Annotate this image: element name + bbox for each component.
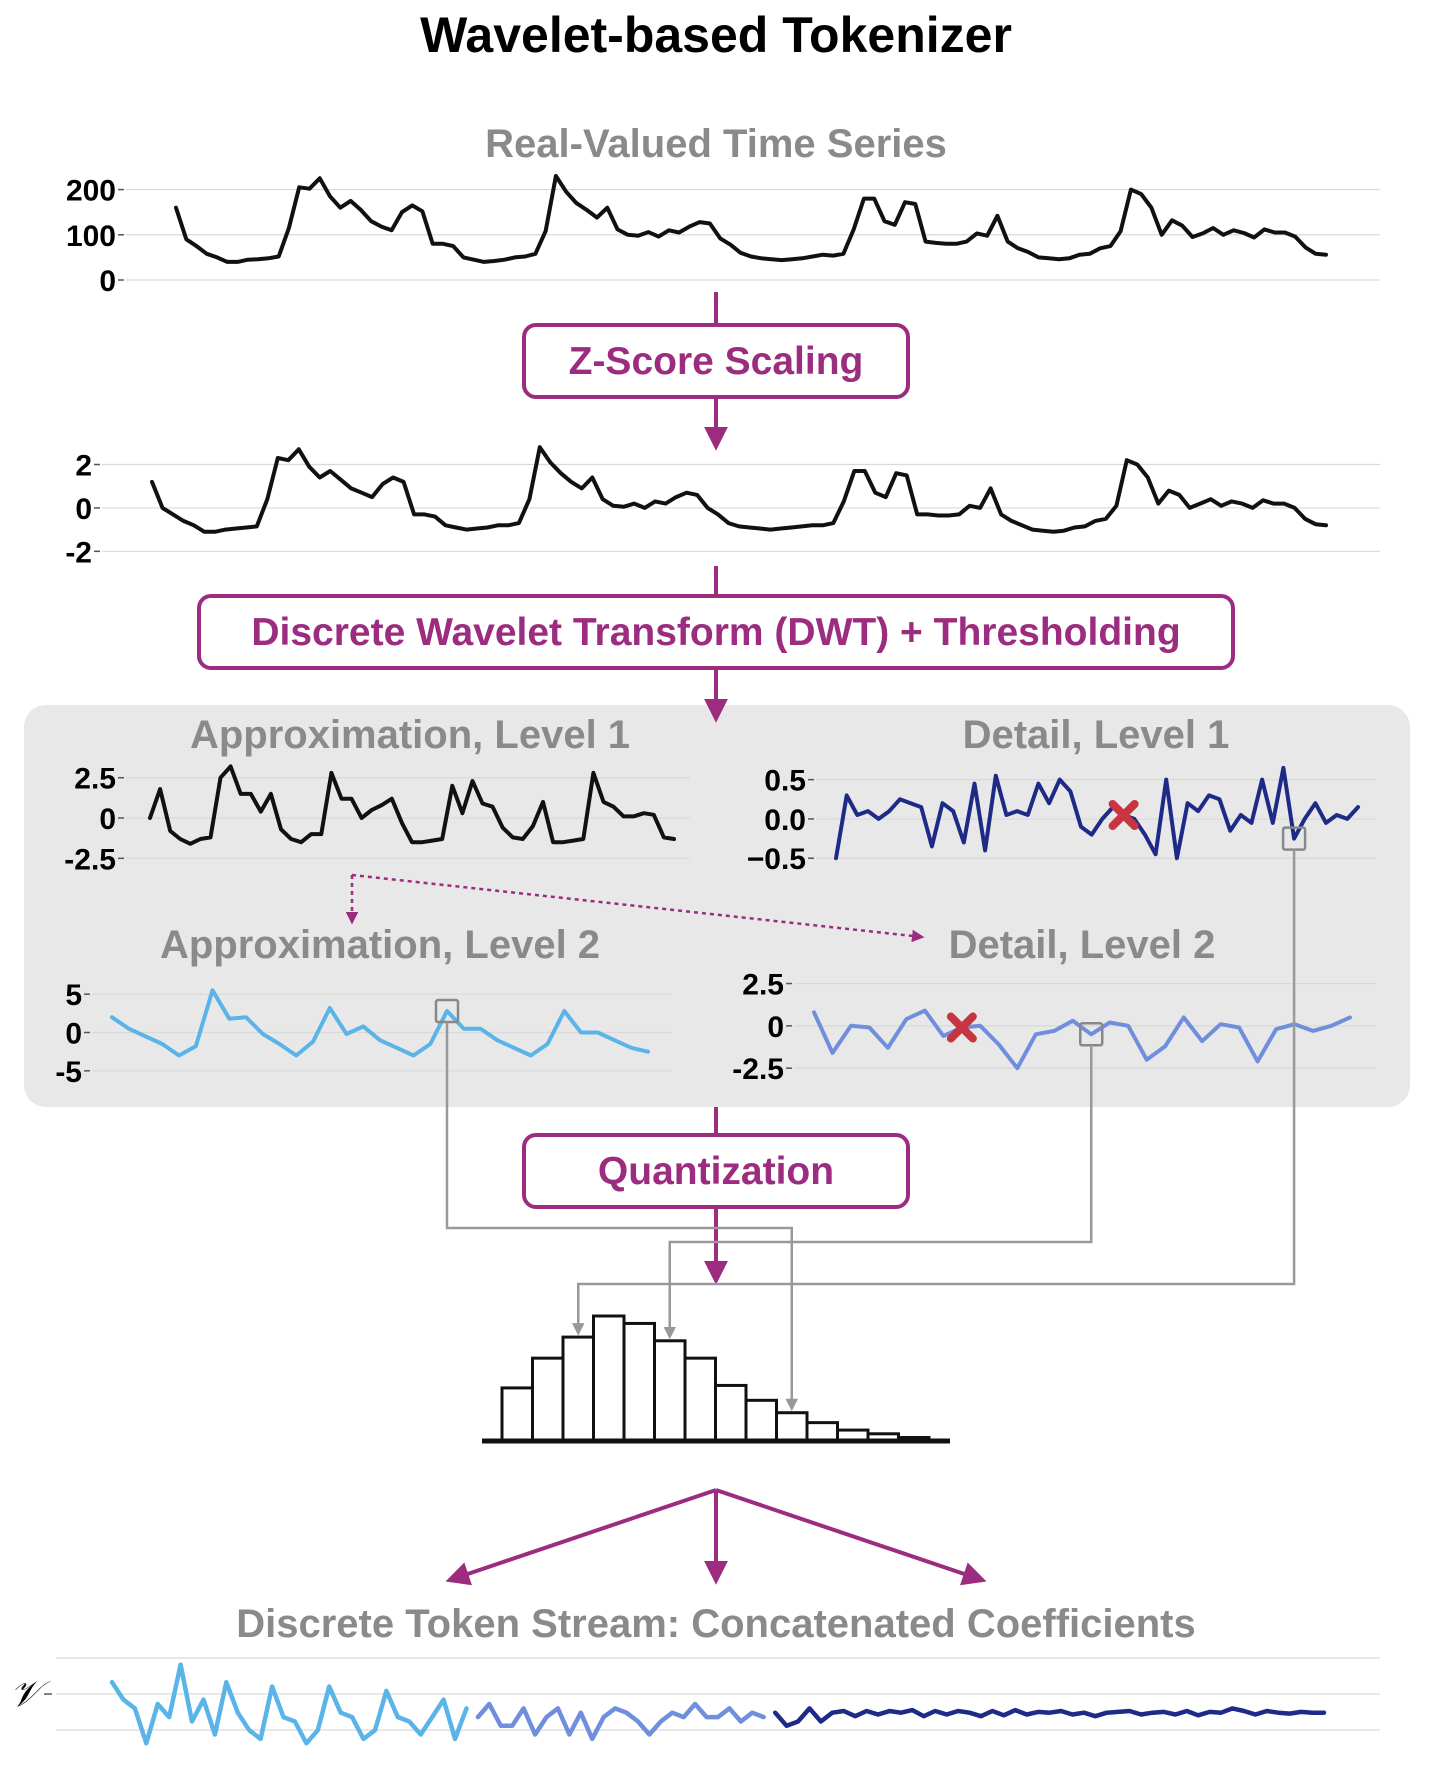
tick-label: 0 <box>65 1018 82 1051</box>
histogram-bin <box>775 1411 809 1442</box>
sampled-coefficient-box <box>1078 1022 1104 1047</box>
approx2-plot: -5 0 5 <box>55 979 672 1089</box>
series-line <box>174 174 1328 264</box>
histogram-bin <box>561 1335 595 1442</box>
tick-label: -2.5 <box>732 1053 784 1086</box>
histogram-bin <box>683 1356 717 1442</box>
histogram-bin <box>500 1386 534 1442</box>
histogram-bin <box>744 1398 778 1442</box>
thresholded-marker <box>1108 800 1139 830</box>
zscore-step-label: Z-Score Scaling <box>569 340 864 383</box>
tick-label: 5 <box>65 979 82 1012</box>
token-segment-detail1 <box>772 1706 1327 1729</box>
approx2-label: Approximation, Level 2 <box>160 923 600 967</box>
tick-label: -2 <box>65 536 92 569</box>
histogram-bin <box>653 1339 687 1442</box>
zscore-series-plot: -2 0 2 <box>65 445 1380 569</box>
tick-label: 0 <box>99 803 116 836</box>
tick-label: -5 <box>55 1056 82 1089</box>
detail2-plot: -2.5 0 2.5 <box>732 969 1376 1086</box>
tick-label: 2.5 <box>74 763 116 796</box>
fanout-arrow-left <box>445 1488 717 1586</box>
detail2-label: Detail, Level 2 <box>949 923 1216 967</box>
tick-label: 100 <box>66 220 116 253</box>
coefficients-panel <box>24 705 1410 1107</box>
tick-label: 0 <box>99 265 116 298</box>
histogram-bin <box>714 1383 748 1442</box>
approx1-label: Approximation, Level 1 <box>190 713 630 757</box>
connector-line <box>445 1022 798 1412</box>
tick-label: 0 <box>767 1011 784 1044</box>
token-stream-plot: 𝒱 <box>10 1657 1380 1746</box>
approx1-plot: -2.5 0 2.5 <box>64 763 690 876</box>
series-line <box>834 765 1360 861</box>
tick-label: 2.5 <box>742 969 784 1002</box>
quantization-histogram <box>482 1314 950 1444</box>
series-line <box>148 764 676 846</box>
fanout-arrow-right <box>715 1488 987 1586</box>
series-line <box>150 445 1328 534</box>
tick-label: 200 <box>66 175 116 208</box>
series-line <box>110 988 650 1058</box>
raw-series-plot: 0 100 200 <box>66 174 1380 298</box>
diagram-title: Wavelet-based Tokenizer <box>420 7 1012 63</box>
connector-line <box>663 1045 1093 1340</box>
tick-label: 0 <box>75 493 92 526</box>
tick-label: 0.0 <box>764 804 806 837</box>
token-segment-approx2 <box>109 1662 469 1746</box>
token-segment-detail2 <box>475 1701 766 1742</box>
input-series-label: Real-Valued Time Series <box>485 122 947 166</box>
tick-label: 0.5 <box>764 765 806 798</box>
quantization-connectors <box>445 849 1296 1412</box>
output-label: Discrete Token Stream: Concatenated Coef… <box>236 1602 1196 1646</box>
tick-label: −0.5 <box>747 843 806 876</box>
tick-label: -2.5 <box>64 843 116 876</box>
tick-label: 2 <box>75 450 92 483</box>
histogram-bin <box>531 1356 565 1442</box>
dwt-step-label: Discrete Wavelet Transform (DWT) + Thres… <box>251 611 1180 654</box>
connector-line <box>572 849 1296 1336</box>
detail1-label: Detail, Level 1 <box>963 713 1230 757</box>
thresholded-marker <box>946 1012 977 1043</box>
series-line <box>812 1008 1352 1071</box>
detail1-plot: −0.5 0.0 0.5 <box>747 765 1376 876</box>
quantization-step-label: Quantization <box>598 1150 834 1193</box>
histogram-bin <box>805 1421 839 1442</box>
histogram-bin <box>592 1314 626 1442</box>
histogram-bin <box>622 1321 656 1442</box>
